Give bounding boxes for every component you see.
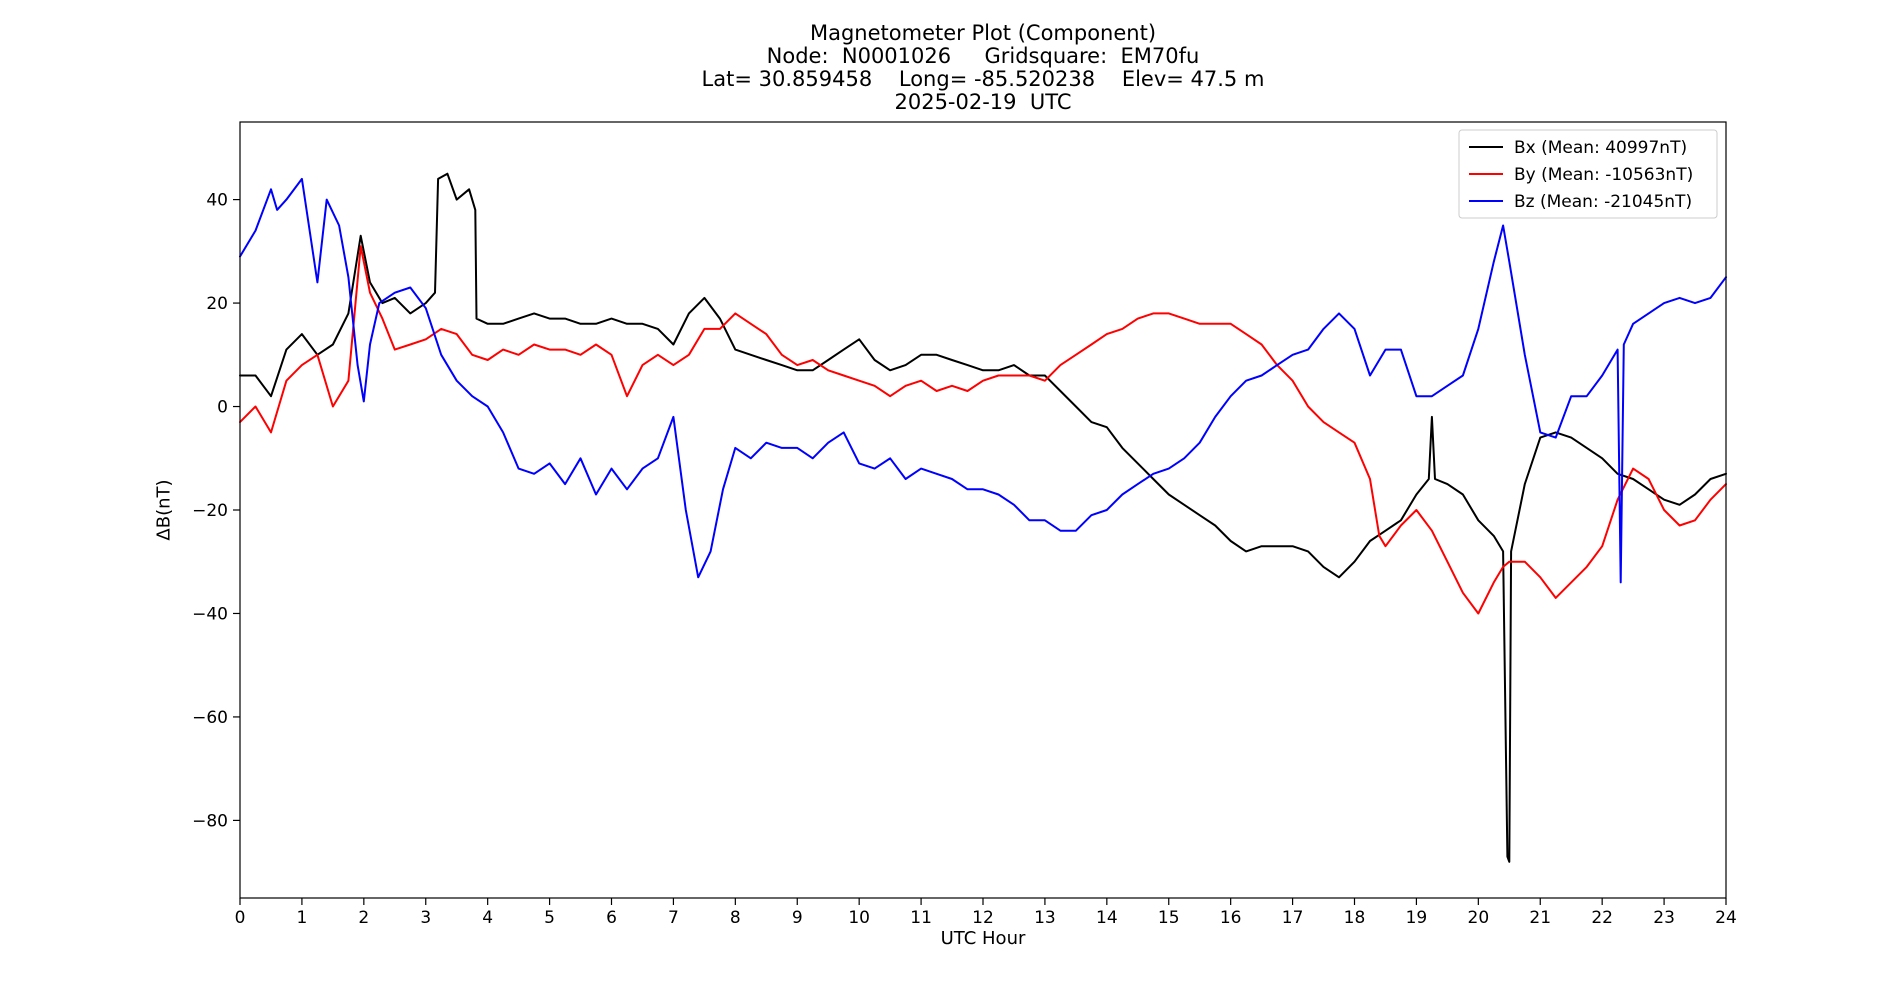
y-tick-label: −20 bbox=[192, 501, 228, 521]
chart-title-line-2: Node: N0001026 Gridsquare: EM70fu bbox=[766, 44, 1200, 68]
x-tick-label: 20 bbox=[1468, 908, 1490, 928]
y-tick-label: 40 bbox=[206, 191, 228, 211]
chart-title-line-3: Lat= 30.859458 Long= -85.520238 Elev= 47… bbox=[701, 67, 1265, 91]
x-tick-label: 16 bbox=[1220, 908, 1242, 928]
series-line-bz bbox=[239, 177, 1727, 584]
x-tick-label: 17 bbox=[1282, 908, 1304, 928]
legend-label-by: By (Mean: -10563nT) bbox=[1514, 165, 1693, 185]
x-tick-label: 3 bbox=[420, 908, 431, 928]
plot-area-frame bbox=[239, 121, 1727, 899]
x-tick-label: 13 bbox=[1034, 908, 1056, 928]
x-tick-label: 24 bbox=[1715, 908, 1737, 928]
x-tick-label: 12 bbox=[972, 908, 994, 928]
x-tick-label: 2 bbox=[358, 908, 369, 928]
y-tick-label: 20 bbox=[206, 294, 228, 314]
legend-label-bx: Bx (Mean: 40997nT) bbox=[1514, 138, 1687, 158]
x-tick-label: 0 bbox=[235, 908, 246, 928]
y-axis-label: ΔB(nT) bbox=[153, 479, 175, 541]
x-tick-label: 18 bbox=[1344, 908, 1366, 928]
y-axis: 40 20 0 −20 −40 −60 −80 bbox=[192, 191, 240, 831]
x-tick-label: 11 bbox=[910, 908, 932, 928]
x-tick-label: 7 bbox=[668, 908, 679, 928]
chart-title-line-1: Magnetometer Plot (Component) bbox=[809, 21, 1157, 45]
series-line-bx bbox=[239, 172, 1727, 863]
chart-title: Magnetometer Plot (Component) Node: N000… bbox=[240, 22, 1726, 114]
x-tick-label: 8 bbox=[730, 908, 741, 928]
x-tick-label: 21 bbox=[1529, 908, 1551, 928]
y-tick-label: 0 bbox=[217, 398, 228, 418]
x-tick-label: 22 bbox=[1591, 908, 1613, 928]
legend-box bbox=[1458, 129, 1718, 219]
x-tick-label: 9 bbox=[792, 908, 803, 928]
x-axis-label: UTC Hour bbox=[940, 928, 1026, 949]
x-axis: 0 1 2 3 4 5 6 7 8 9 10 11 12 13 14 15 16 17 18 19 20 21 22 23 24 bbox=[235, 898, 1737, 928]
y-tick-label: −40 bbox=[192, 604, 228, 624]
y-tick-label: −80 bbox=[192, 811, 228, 831]
x-tick-label: 23 bbox=[1653, 908, 1675, 928]
x-tick-label: 14 bbox=[1096, 908, 1118, 928]
x-tick-label: 10 bbox=[848, 908, 870, 928]
x-tick-label: 15 bbox=[1158, 908, 1180, 928]
series-line-by bbox=[239, 245, 1727, 615]
x-tick-label: 19 bbox=[1406, 908, 1428, 928]
x-tick-label: 5 bbox=[544, 908, 555, 928]
legend-label-bz: Bz (Mean: -21045nT) bbox=[1514, 192, 1692, 212]
legend: Bx (Mean: 40997nT) By (Mean: -10563nT) Bz … bbox=[1458, 129, 1718, 219]
y-tick-label: −60 bbox=[192, 708, 228, 728]
x-tick-label: 6 bbox=[606, 908, 617, 928]
series-layer bbox=[239, 172, 1727, 863]
x-tick-label: 1 bbox=[297, 908, 308, 928]
x-tick-label: 4 bbox=[482, 908, 493, 928]
chart-title-line-4: 2025-02-19 UTC bbox=[894, 90, 1072, 114]
